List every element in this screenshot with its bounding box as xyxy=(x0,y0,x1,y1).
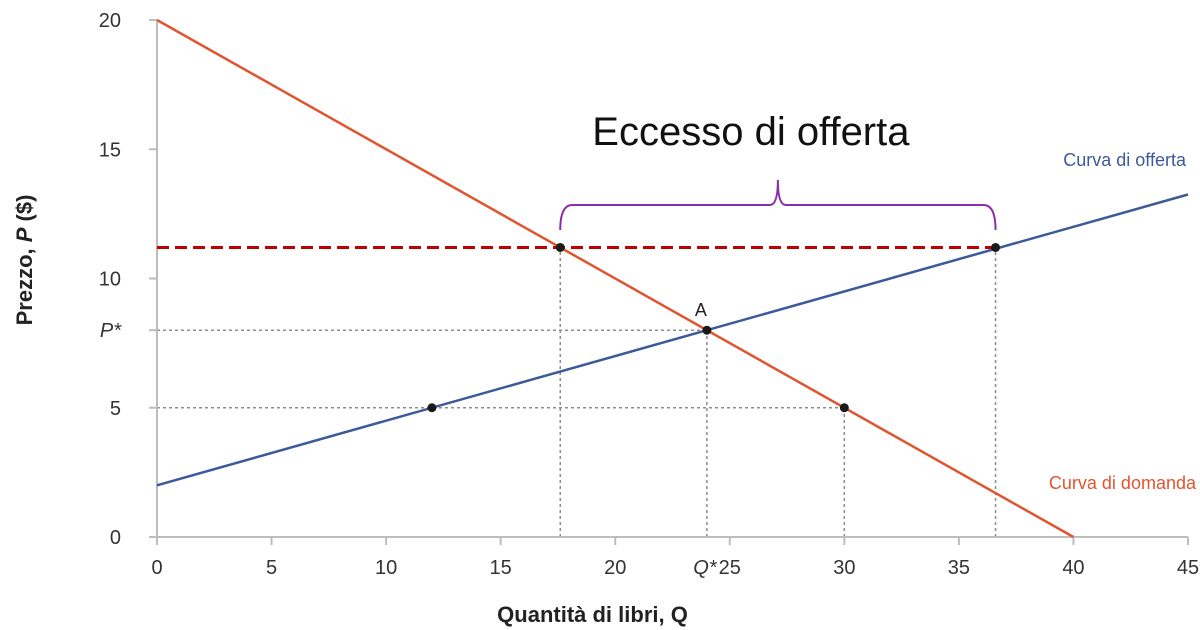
data-point xyxy=(427,403,437,413)
y-tick-label: 5 xyxy=(110,398,121,420)
y-tick-label: 10 xyxy=(99,269,121,291)
x-tick-label: 20 xyxy=(604,557,626,579)
y-axis-title-variable: P xyxy=(12,227,37,242)
x-tick-label: 10 xyxy=(375,557,397,579)
excess-supply-brace xyxy=(559,179,997,231)
demand-curve xyxy=(156,18,1075,539)
x-tick-label: 5 xyxy=(266,557,277,579)
x-tick-label: 0 xyxy=(151,557,162,579)
data-point xyxy=(839,403,849,413)
data-point xyxy=(555,242,565,252)
q-star-tick-label: Q* xyxy=(693,557,718,579)
x-axis-title: Quantità di libri, Q xyxy=(497,602,688,627)
reference-lines-layer xyxy=(157,247,997,537)
x-tick-label: 30 xyxy=(833,557,855,579)
y-axis-title-suffix: ($) xyxy=(12,195,37,228)
excess-supply-annotation: Eccesso di offerta xyxy=(592,110,910,154)
p-star-tick-label: P* xyxy=(100,320,122,342)
y-tick-label: 0 xyxy=(110,527,121,549)
labels-layer: Quantità di libri, Q Prezzo, P ($) Ecces… xyxy=(12,10,1199,627)
x-tick-label: 25 xyxy=(719,557,741,579)
x-tick-label: 45 xyxy=(1177,557,1199,579)
equilibrium-point-label: A xyxy=(695,300,707,320)
x-tick-label: 35 xyxy=(948,557,970,579)
data-point xyxy=(991,242,1001,252)
y-axis-title-prefix: Prezzo, xyxy=(12,242,37,325)
x-tick-label: 15 xyxy=(490,557,512,579)
y-tick-label: 20 xyxy=(99,10,121,32)
series-layer xyxy=(156,18,1189,539)
x-tick-label: 40 xyxy=(1062,557,1084,579)
axes-layer xyxy=(149,19,1189,545)
demand-curve-label: Curva di domanda xyxy=(1049,473,1197,493)
y-axis-title: Prezzo, P ($) xyxy=(12,195,37,326)
data-point xyxy=(702,325,712,335)
supply-curve-label: Curva di offerta xyxy=(1063,150,1187,170)
points-layer xyxy=(427,242,1001,413)
y-tick-label: 15 xyxy=(99,139,121,161)
supply-curve xyxy=(156,193,1189,487)
